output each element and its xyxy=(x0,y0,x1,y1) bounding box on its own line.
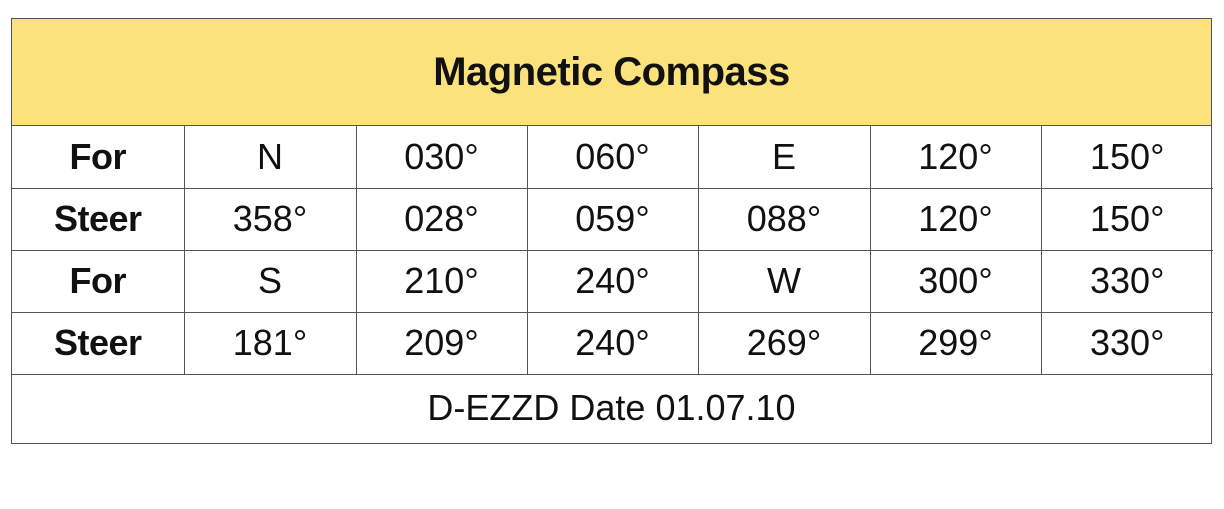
table-cell: 060° xyxy=(527,126,699,189)
table-cell: 088° xyxy=(698,188,871,251)
card-footer: D-EZZD Date 01.07.10 xyxy=(12,375,1211,441)
table-cell: 150° xyxy=(1041,188,1213,251)
table-cell: 299° xyxy=(870,312,1042,375)
table-cell: 209° xyxy=(356,312,528,375)
row-label: Steer xyxy=(12,188,185,251)
table-cell: 059° xyxy=(527,188,699,251)
table-cell: 120° xyxy=(870,188,1042,251)
table-cell: E xyxy=(698,126,871,189)
table-row-for-2: For S 210° 240° W 300° 330° xyxy=(12,250,1213,313)
table-cell: 030° xyxy=(356,126,528,189)
deviation-table: For N 030° 060° E 120° 150° Steer 358° 0… xyxy=(12,126,1213,375)
table-cell: 028° xyxy=(356,188,528,251)
table-cell: W xyxy=(698,250,871,313)
table-cell: 181° xyxy=(184,312,357,375)
table-cell: 120° xyxy=(870,126,1042,189)
card-title: Magnetic Compass xyxy=(433,49,790,94)
compass-deviation-card: Magnetic Compass For N 030° 060° E 120° … xyxy=(11,18,1213,444)
table-cell: 240° xyxy=(527,250,699,313)
table-cell: 330° xyxy=(1041,312,1213,375)
row-label: For xyxy=(12,250,185,313)
table-cell: 240° xyxy=(527,312,699,375)
row-label: Steer xyxy=(12,312,185,375)
table-cell: 269° xyxy=(698,312,871,375)
table-cell: 150° xyxy=(1041,126,1213,189)
table-cell: 210° xyxy=(356,250,528,313)
table-row-for-1: For N 030° 060° E 120° 150° xyxy=(12,126,1213,189)
title-band: Magnetic Compass xyxy=(12,19,1211,126)
table-cell: N xyxy=(184,126,357,189)
table-cell: 358° xyxy=(184,188,357,251)
row-label: For xyxy=(12,126,185,189)
footer-text: D-EZZD Date 01.07.10 xyxy=(427,386,796,428)
table-row-steer-1: Steer 358° 028° 059° 088° 120° 150° xyxy=(12,188,1213,251)
table-row-steer-2: Steer 181° 209° 240° 269° 299° 330° xyxy=(12,312,1213,375)
table-cell: 300° xyxy=(870,250,1042,313)
table-cell: S xyxy=(184,250,357,313)
table-cell: 330° xyxy=(1041,250,1213,313)
